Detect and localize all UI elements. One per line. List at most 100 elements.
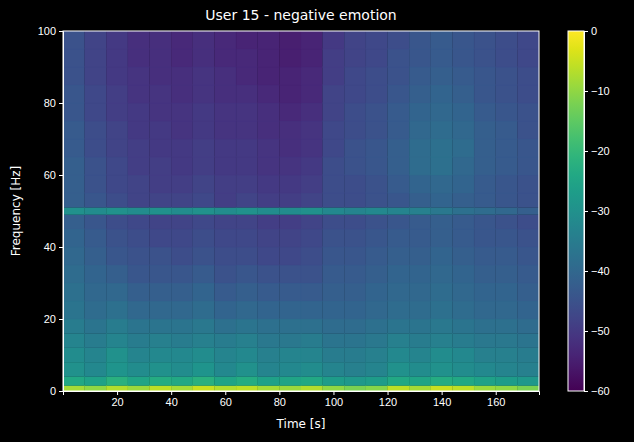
- heatmap-cell: [63, 333, 85, 347]
- plot-frame: [63, 31, 539, 391]
- heatmap-cell: [344, 157, 366, 175]
- heatmap-cell: [214, 207, 236, 214]
- heatmap-cell: [301, 319, 323, 333]
- heatmap-cell: [517, 283, 539, 301]
- heatmap-cell: [388, 139, 410, 157]
- heatmap-cell: [388, 103, 410, 121]
- heatmap-cell: [496, 85, 518, 103]
- heatmap-cell: [517, 215, 539, 229]
- heatmap-cell: [301, 139, 323, 157]
- heatmap-cell: [452, 348, 474, 362]
- heatmap-cell: [388, 362, 410, 376]
- tick-label: 0: [591, 25, 597, 37]
- heatmap-cell: [106, 31, 128, 49]
- heatmap-cell: [63, 348, 85, 362]
- heatmap-cell: [431, 283, 453, 301]
- tick: 40: [44, 241, 63, 253]
- heatmap-cell: [409, 121, 431, 139]
- heatmap-cell: [388, 283, 410, 301]
- heatmap-cell: [193, 157, 215, 175]
- heatmap-cell: [409, 67, 431, 85]
- heatmap-cell: [193, 247, 215, 265]
- heatmap-cell: [496, 49, 518, 67]
- heatmap-cell: [128, 362, 150, 376]
- heatmap-cell: [323, 362, 345, 376]
- heatmap-cell: [496, 31, 518, 49]
- heatmap-cell: [279, 386, 301, 391]
- tick-mark: [496, 391, 497, 395]
- heatmap-cell: [258, 121, 280, 139]
- heatmap-cell: [106, 67, 128, 85]
- heatmap-cell: [128, 215, 150, 229]
- heatmap-cell: [193, 215, 215, 229]
- heatmap-cell: [388, 265, 410, 283]
- heatmap-cell: [323, 283, 345, 301]
- heatmap-cell: [388, 348, 410, 362]
- heatmap-cell: [236, 348, 258, 362]
- heatmap-cell: [517, 247, 539, 265]
- heatmap-cell: [150, 377, 172, 386]
- axis-line: [59, 32, 64, 392]
- heatmap-cell: [409, 348, 431, 362]
- tick: −20: [584, 145, 610, 157]
- heatmap-cell: [193, 85, 215, 103]
- heatmap-cell: [63, 386, 85, 391]
- heatmap-cell: [517, 207, 539, 214]
- heatmap-cell: [366, 247, 388, 265]
- heatmap-cell: [431, 215, 453, 229]
- heatmap-cell: [193, 348, 215, 362]
- heatmap-cell: [366, 319, 388, 333]
- heatmap-cell: [150, 207, 172, 214]
- heatmap-cell: [279, 301, 301, 319]
- heatmap-cell: [366, 207, 388, 214]
- axis-line: [585, 32, 589, 392]
- heatmap-cell: [128, 229, 150, 247]
- heatmap-cell: [128, 247, 150, 265]
- heatmap-cell: [366, 377, 388, 386]
- heatmap-cell: [106, 362, 128, 376]
- heatmap-cell: [344, 215, 366, 229]
- heatmap-cell: [279, 85, 301, 103]
- heatmap-cells: [63, 31, 539, 391]
- heatmap-cell: [409, 175, 431, 193]
- heatmap-cell: [431, 121, 453, 139]
- heatmap-cell: [85, 121, 107, 139]
- heatmap-cell: [128, 207, 150, 214]
- heatmap-cell: [150, 229, 172, 247]
- heatmap-cell: [496, 386, 518, 391]
- heatmap-cell: [323, 207, 345, 214]
- heatmap-cell: [344, 362, 366, 376]
- heatmap-cell: [171, 283, 193, 301]
- heatmap-cell: [236, 265, 258, 283]
- title: User 15 - negative emotion: [205, 7, 396, 23]
- heatmap-cell: [106, 265, 128, 283]
- tick-mark: [225, 391, 226, 395]
- heatmap-cell: [409, 265, 431, 283]
- heatmap-cell: [409, 229, 431, 247]
- heatmap-cell: [344, 229, 366, 247]
- heatmap-cell: [106, 301, 128, 319]
- heatmap-cell: [517, 229, 539, 247]
- heatmap-cell: [409, 193, 431, 207]
- tick-label: 100: [38, 25, 56, 37]
- heatmap-cell: [496, 247, 518, 265]
- heatmap-cell: [214, 157, 236, 175]
- heatmap-cell: [496, 193, 518, 207]
- heatmap-cell: [214, 103, 236, 121]
- heatmap-cell: [431, 386, 453, 391]
- heatmap-cell: [193, 31, 215, 49]
- heatmap-cell: [323, 139, 345, 157]
- colorbar-axis: 0−10−20−30−40−50−60: [584, 25, 610, 397]
- heatmap-cell: [63, 193, 85, 207]
- heatmap-cell: [474, 301, 496, 319]
- heatmap-cell: [474, 386, 496, 391]
- heatmap-cell: [150, 319, 172, 333]
- tick-label: −60: [591, 385, 610, 397]
- heatmap-cell: [258, 157, 280, 175]
- heatmap-cell: [214, 386, 236, 391]
- heatmap-cell: [301, 103, 323, 121]
- heatmap-cell: [431, 193, 453, 207]
- heatmap-cell: [85, 247, 107, 265]
- heatmap-cell: [431, 157, 453, 175]
- heatmap-cell: [517, 319, 539, 333]
